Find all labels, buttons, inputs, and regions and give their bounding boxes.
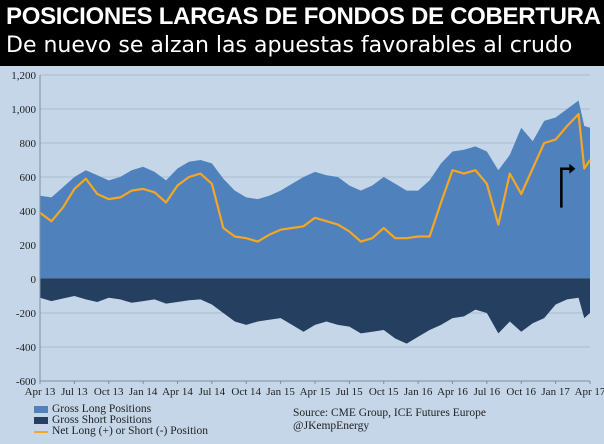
y-tick-label: -200 (16, 308, 37, 320)
x-tick-label: Jul 14 (199, 386, 226, 398)
chart-subtitle: De nuevo se alzan las apuestas favorable… (6, 33, 573, 58)
y-tick-label: -400 (16, 342, 37, 354)
annotation-arrowhead (569, 163, 576, 174)
x-tick-label: Jul 13 (61, 386, 88, 398)
x-tick-label: Jan 15 (266, 386, 295, 398)
x-tick-label: Oct 16 (506, 386, 536, 398)
legend-item-short: Gross Short Positions (34, 414, 208, 426)
legend-label-short: Gross Short Positions (52, 414, 152, 426)
source-note: Source: CME Group, ICE Futures Europe @J… (293, 407, 486, 433)
series-gross-long-area (40, 100, 590, 279)
x-tick-label: Jul 16 (474, 386, 501, 398)
y-tick-label: 400 (20, 206, 37, 218)
header-banner: POSICIONES LARGAS DE FONDOS DE COBERTURA… (0, 0, 604, 66)
x-tick-label: Jan 17 (541, 386, 570, 398)
chart-canvas: -600 -400 -200 0 200 400 600 800 1,000 1,200 Apr 1… (11, 70, 604, 398)
y-tick-label: 600 (20, 172, 37, 184)
y-tick-label: 0 (31, 274, 37, 286)
y-tick-label: 200 (20, 240, 37, 252)
x-tick-label: Apr 16 (437, 386, 468, 398)
x-tick-label: Apr 13 (25, 386, 56, 398)
legend-item-net: Net Long (+) or Short (-) Position (34, 425, 208, 437)
legend-swatch-long (34, 406, 48, 413)
y-tick-label: 1,000 (11, 104, 36, 116)
x-tick-label: Apr 15 (300, 386, 331, 398)
x-tick-label: Apr 14 (162, 386, 193, 398)
legend-label-long: Gross Long Positions (52, 403, 152, 415)
chart-title: POSICIONES LARGAS DE FONDOS DE COBERTURA (6, 3, 601, 30)
x-tick-label: Oct 14 (231, 386, 261, 398)
series-net-position-line (39, 113, 591, 243)
source-handle: @JKempEnergy (293, 420, 370, 432)
x-tick-label: Jan 14 (129, 386, 158, 398)
y-tick-label: 800 (20, 138, 37, 150)
x-tick-label: Oct 13 (94, 386, 124, 398)
y-tick-label: -600 (16, 376, 37, 388)
series-gross-short-area (40, 279, 590, 344)
legend-item-long: Gross Long Positions (34, 403, 208, 415)
x-tick-label: Jul 15 (336, 386, 363, 398)
legend: Gross Long Positions Gross Short Positio… (34, 403, 208, 437)
legend-swatch-short (34, 417, 48, 424)
x-tick-label: Jan 16 (404, 386, 433, 398)
y-tick-label: 1,200 (11, 70, 36, 82)
source-line: Source: CME Group, ICE Futures Europe (293, 407, 486, 419)
annotation-arrow (560, 167, 570, 208)
x-tick-label: Oct 15 (369, 386, 399, 398)
x-tick-label: Apr 17 (575, 386, 604, 398)
legend-swatch-net (34, 430, 48, 433)
legend-label-net: Net Long (+) or Short (-) Position (52, 425, 208, 437)
